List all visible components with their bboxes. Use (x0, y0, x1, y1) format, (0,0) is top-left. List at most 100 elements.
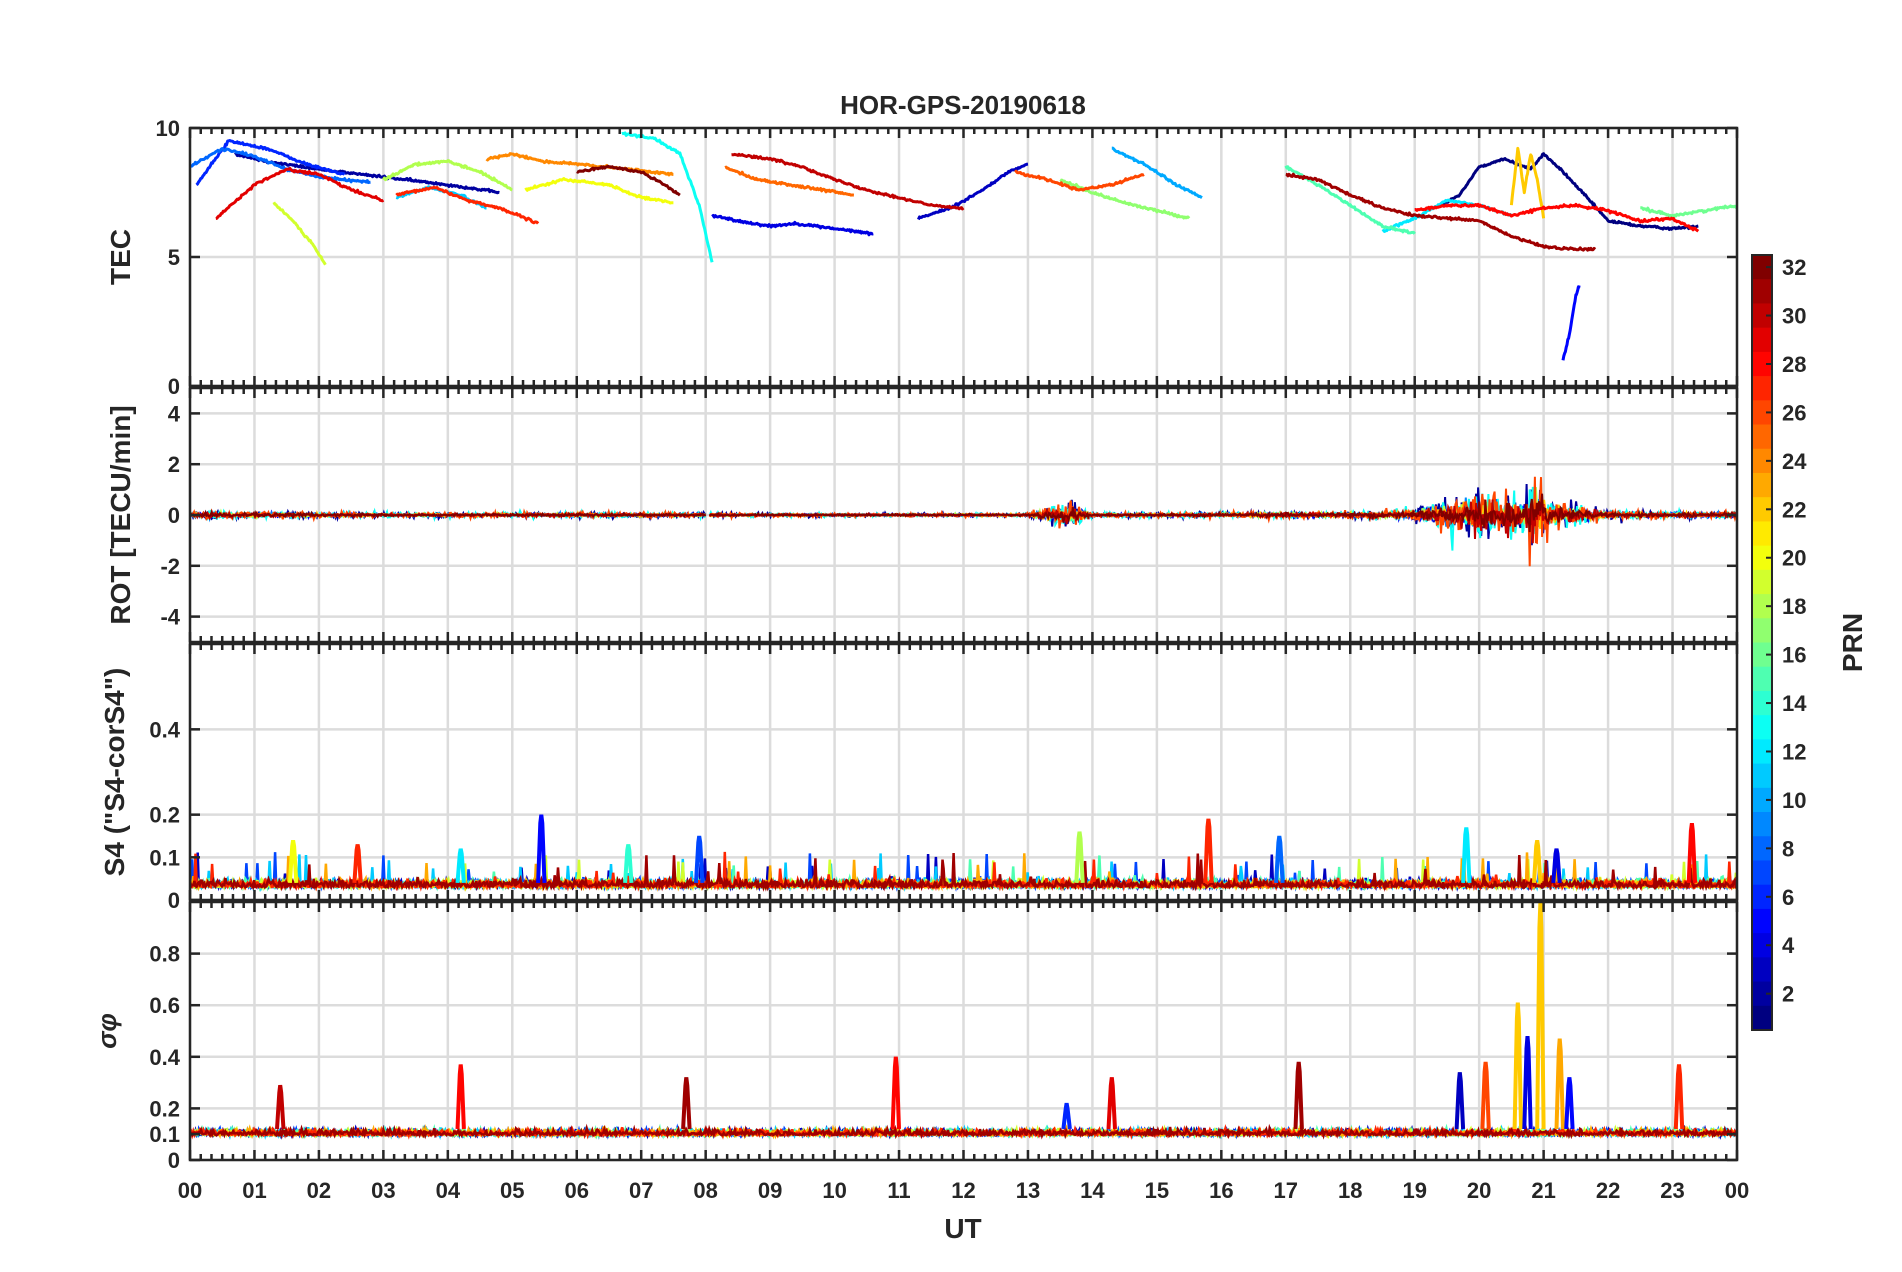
x-tick-label: 12 (951, 1178, 975, 1203)
x-tick-label: 19 (1402, 1178, 1426, 1203)
x-tick-label: 08 (693, 1178, 717, 1203)
tec-series-prn-19 (272, 201, 327, 266)
s4-peak-prn-7 (694, 835, 705, 884)
tec-series-prn-30 (731, 152, 965, 211)
tec-series-prn-24 (485, 152, 674, 177)
tec-series-prn-22 (1509, 146, 1546, 219)
rot-series-prn-32 (708, 493, 1737, 533)
x-tick-label: 02 (307, 1178, 331, 1203)
x-tick-label: 18 (1338, 1178, 1362, 1203)
y-axis-label-tec: TEC (105, 229, 136, 285)
colorbar-swatch (1752, 618, 1772, 644)
tec-series-prn-17 (1059, 178, 1191, 220)
colorbar-swatch (1752, 981, 1772, 1007)
s4-peak-prn-12 (455, 848, 466, 884)
colorbar-swatch (1752, 715, 1772, 740)
s4-peak-prn-27 (352, 844, 363, 884)
y-tick-label-s4: 0.2 (149, 803, 180, 828)
x-tick-label: 09 (758, 1178, 782, 1203)
s4-peak-prn-8 (1274, 835, 1285, 884)
colorbar-swatch (1752, 642, 1772, 668)
x-axis-label: UT (944, 1213, 981, 1244)
y-tick-label-rot: 2 (168, 452, 180, 477)
colorbar-tick-label: 16 (1782, 643, 1806, 668)
x-tick-label: 01 (242, 1178, 266, 1203)
colorbar-tick-label: 28 (1782, 352, 1806, 377)
colorbar-swatch (1752, 255, 1772, 280)
sigma-peak-prn-22 (1535, 902, 1546, 1130)
colorbar-tick-label: 4 (1782, 933, 1795, 958)
colorbar-tick-label: 26 (1782, 400, 1806, 425)
y-tick-label-sigma: 0.8 (149, 942, 180, 967)
sigma-peak-prn-23 (1554, 1038, 1565, 1130)
colorbar-swatch (1752, 279, 1772, 305)
colorbar-frame (1751, 254, 1773, 1031)
x-tick-label: 03 (371, 1178, 395, 1203)
x-tick-label: 14 (1080, 1178, 1105, 1203)
s4-peak-prn-5 (536, 814, 547, 883)
colorbar-swatch (1752, 1005, 1772, 1031)
x-ticks-rot (188, 388, 1739, 642)
colorbar-swatch (1752, 400, 1772, 426)
panel-s4: 0 0.1 0.2 0.4 S4 ("S4-corS4") (99, 642, 1739, 913)
y-tick-label-sigma: 0 (168, 1148, 180, 1173)
tec-series-prn-4 (711, 214, 874, 237)
colorbar-tick-label: 6 (1782, 885, 1794, 910)
sigma-peak-prn-29 (1106, 1077, 1117, 1130)
y-tick-label-s4: 0.1 (149, 845, 180, 870)
colorbar-tick-label: 30 (1782, 304, 1806, 329)
tec-series-prn-16 (1639, 204, 1737, 218)
sigma-peak-prn-6 (1061, 1102, 1072, 1130)
sigma-peak-prn-28 (890, 1056, 901, 1130)
x-tick-label: 20 (1467, 1178, 1491, 1203)
sigma-series-prn-31 (190, 1123, 1737, 1140)
colorbar-swatch (1752, 836, 1772, 862)
y-tick-label-tec: 5 (168, 245, 180, 270)
tec-series-prn-18 (382, 159, 513, 192)
panel-tec: 0 5 10 TEC (105, 116, 1739, 399)
sigma-peak-prn-31 (681, 1077, 692, 1130)
colorbar-swatch (1752, 569, 1772, 595)
colorbar-tick-label: 18 (1782, 594, 1806, 619)
x-ticks-s4 (188, 644, 1739, 900)
tec-series-prn-2 (233, 152, 500, 195)
s4-series-prn-31 (190, 853, 1737, 892)
tec-series-prn-8 (190, 147, 371, 185)
x-ticks-tec (188, 128, 1739, 386)
sigma-peak-prn-22 (1512, 1002, 1524, 1130)
y-tick-label-tec: 0 (168, 374, 180, 399)
tec-series-prn-27 (395, 185, 540, 225)
x-tick-label: 11 (887, 1178, 910, 1203)
tec-series-prn-20 (524, 177, 674, 205)
sigma-peak-prn-3 (1454, 1072, 1466, 1130)
colorbar-swatch (1752, 424, 1772, 450)
x-tick-label: 13 (1016, 1178, 1040, 1203)
colorbar-swatch (1752, 472, 1772, 498)
s4-peak-prn-20 (287, 839, 299, 884)
colorbar-tick-label: 10 (1782, 788, 1806, 813)
x-tick-label: 23 (1660, 1178, 1684, 1203)
sigma-peak-prn-31 (1293, 1061, 1304, 1130)
colorbar-swatch (1752, 908, 1772, 934)
sigma-peak-prn-5 (1564, 1077, 1575, 1130)
s4-peak-prn-14 (623, 844, 634, 884)
colorbar-tick-label: 14 (1782, 691, 1807, 716)
colorbar-swatch (1752, 812, 1772, 837)
y-tick-label-s4: 0.4 (149, 717, 180, 742)
plot-area-rot (190, 476, 1737, 567)
y-axis-label-sigma: σφ (92, 1013, 122, 1049)
s4-peak-prn-28 (1686, 822, 1698, 883)
tec-series-prn-1 (1439, 152, 1699, 231)
y-tick-label-sigma: 0.6 (149, 993, 180, 1018)
colorbar-swatch (1752, 351, 1772, 377)
colorbar-swatch (1752, 690, 1772, 716)
y-tick-label-sigma: 0.2 (149, 1096, 180, 1121)
plot-area-tec (190, 131, 1737, 361)
colorbar-swatch (1752, 957, 1772, 983)
x-tick-label: 21 (1531, 1178, 1555, 1203)
colorbar-tick-label: 24 (1782, 449, 1807, 474)
x-tick-label: 00 (1725, 1178, 1749, 1203)
s4-peak-prn-22 (1532, 839, 1543, 884)
colorbar-tick-label: 8 (1782, 836, 1794, 861)
